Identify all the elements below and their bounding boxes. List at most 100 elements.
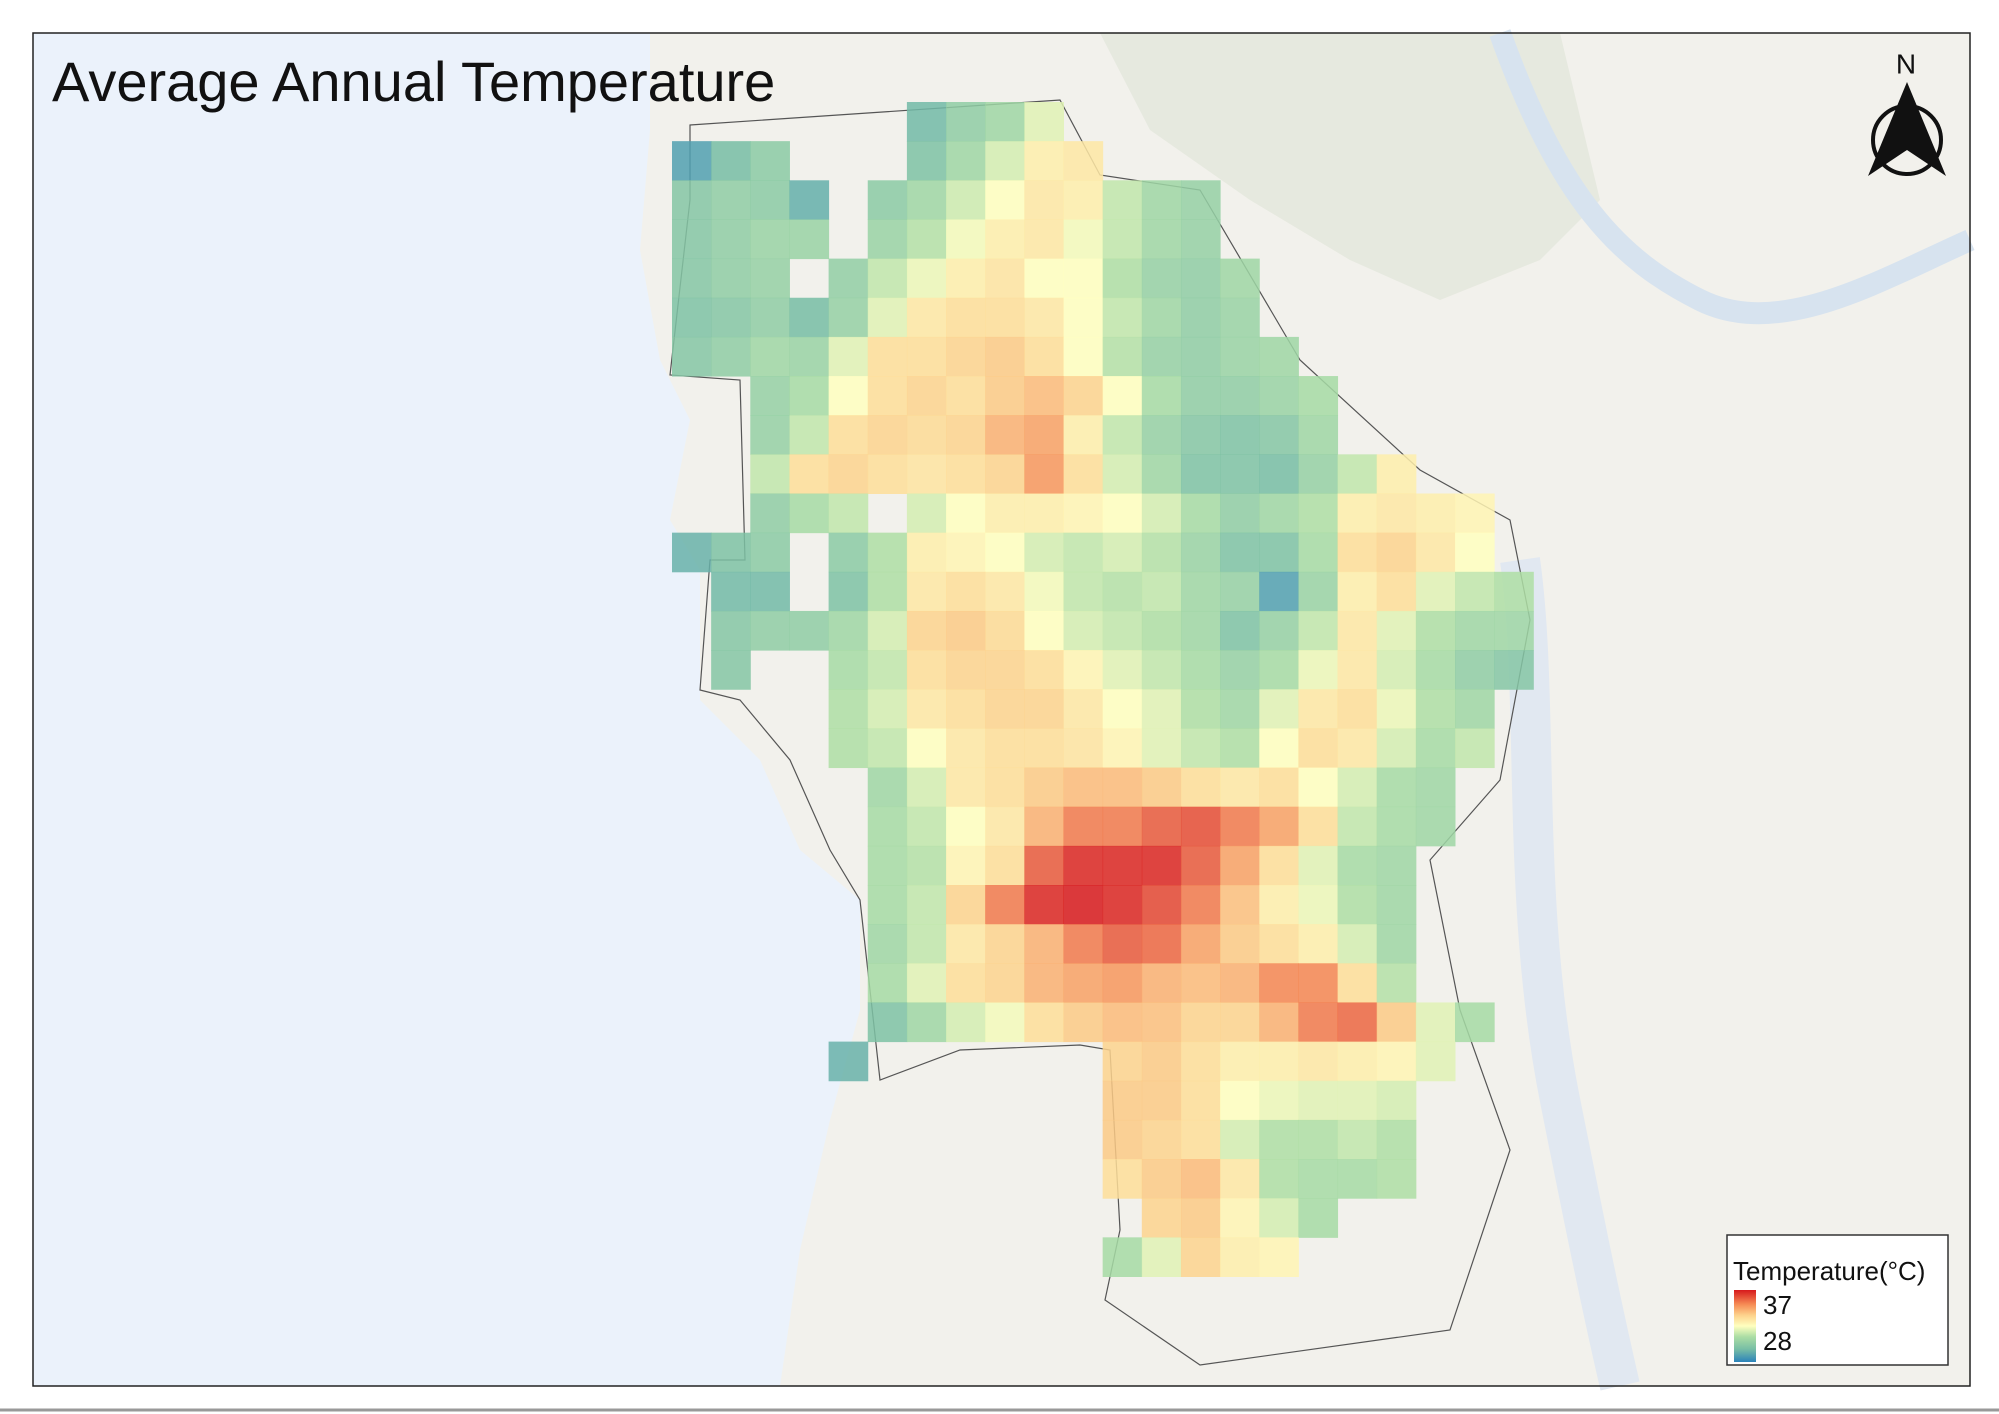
legend: Temperature(°C) 37 28	[1726, 1234, 1949, 1366]
temperature-cell	[1337, 1159, 1378, 1199]
temperature-cell	[1298, 1080, 1339, 1121]
temperature-cell	[1337, 532, 1378, 573]
temperature-cell	[906, 297, 947, 338]
temperature-cell	[985, 297, 1025, 338]
temperature-cell	[1024, 689, 1064, 729]
temperature-cell	[1180, 963, 1221, 1003]
temperature-cell	[750, 493, 790, 534]
temperature-cell	[1180, 1159, 1221, 1199]
temperature-cell	[1180, 415, 1221, 455]
temperature-cell	[946, 258, 986, 299]
temperature-cell	[1376, 924, 1417, 964]
temperature-cell	[1102, 258, 1143, 299]
temperature-cell	[867, 728, 908, 769]
temperature-cell	[1180, 650, 1221, 690]
temperature-cell	[1180, 258, 1221, 299]
north-arrow: N	[1868, 48, 1946, 176]
temperature-cell	[1063, 689, 1104, 729]
temperature-cell	[789, 180, 830, 220]
temperature-cell	[906, 689, 947, 729]
temperature-cell	[711, 219, 751, 260]
temperature-cell	[1024, 141, 1064, 181]
temperature-cell	[711, 650, 751, 690]
temperature-cell	[1141, 1198, 1182, 1238]
temperature-cell	[1220, 376, 1260, 416]
temperature-cell	[1220, 336, 1260, 377]
temperature-cell	[985, 102, 1025, 142]
temperature-cell	[906, 571, 947, 612]
temperature-cell	[985, 336, 1025, 377]
legend-box	[1726, 1234, 1949, 1366]
temperature-cell	[1180, 1002, 1221, 1043]
temperature-cell	[750, 258, 790, 299]
temperature-cell	[1455, 532, 1495, 573]
temperature-cell	[1063, 1002, 1104, 1043]
temperature-cell	[1024, 376, 1064, 416]
temperature-cell	[1180, 806, 1221, 847]
temperature-cell	[1259, 963, 1299, 1003]
temperature-cell	[1024, 1002, 1064, 1043]
temperature-cell	[867, 845, 908, 886]
temperature-cell	[1024, 963, 1064, 1003]
temperature-cell	[828, 454, 869, 494]
temperature-cell	[1102, 1237, 1143, 1277]
temperature-cell	[1102, 650, 1143, 690]
temperature-cell	[1063, 376, 1104, 416]
temperature-cell	[1376, 454, 1417, 494]
temperature-grid	[672, 102, 1534, 1277]
temperature-cell	[711, 336, 751, 377]
temperature-cell	[1220, 728, 1260, 769]
temperature-cell	[1063, 141, 1104, 181]
temperature-cell	[1063, 650, 1104, 690]
temperature-cell	[985, 924, 1025, 964]
temperature-cell	[1259, 1159, 1299, 1199]
temperature-cell	[1337, 1002, 1378, 1043]
temperature-cell	[946, 297, 986, 338]
north-label: N	[1896, 48, 1916, 79]
temperature-cell	[1102, 1159, 1143, 1199]
temperature-cell	[1298, 454, 1339, 494]
temperature-cell	[828, 532, 869, 573]
temperature-cell	[1455, 1002, 1495, 1043]
temperature-cell	[1415, 650, 1456, 690]
temperature-cell	[1063, 258, 1104, 299]
temperature-cell	[906, 141, 947, 181]
temperature-cell	[946, 415, 986, 455]
temperature-cell	[1102, 1041, 1143, 1082]
temperature-cell	[1337, 1119, 1378, 1160]
temperature-cell	[985, 180, 1025, 220]
temperature-cell	[1063, 728, 1104, 769]
temperature-cell	[946, 336, 986, 377]
temperature-cell	[1024, 728, 1064, 769]
temperature-cell	[1298, 924, 1339, 964]
temperature-cell	[946, 885, 986, 925]
temperature-cell	[828, 610, 869, 651]
temperature-cell	[1063, 532, 1104, 573]
temperature-cell	[985, 689, 1025, 729]
temperature-cell	[1455, 650, 1495, 690]
temperature-cell	[1024, 845, 1064, 886]
temperature-cell	[711, 610, 751, 651]
temperature-cell	[1259, 336, 1299, 377]
temperature-cell	[867, 258, 908, 299]
temperature-cell	[1141, 180, 1182, 220]
temperature-cell	[867, 806, 908, 847]
temperature-cell	[1180, 1080, 1221, 1121]
temperature-cell	[1102, 493, 1143, 534]
temperature-cell	[1376, 885, 1417, 925]
map-frame	[32, 32, 1971, 1387]
temperature-cell	[1141, 1237, 1182, 1277]
temperature-cell	[828, 650, 869, 690]
temperature-cell	[1337, 885, 1378, 925]
temperature-cell	[906, 845, 947, 886]
temperature-cell	[1102, 1080, 1143, 1121]
temperature-cell	[1220, 689, 1260, 729]
temperature-cell	[1102, 532, 1143, 573]
temperature-cell	[985, 376, 1025, 416]
temperature-cell	[1220, 610, 1260, 651]
temperature-cell	[1063, 571, 1104, 612]
temperature-cell	[1298, 885, 1339, 925]
temperature-cell	[711, 532, 751, 573]
temperature-cell	[672, 141, 712, 181]
temperature-cell	[828, 689, 869, 729]
